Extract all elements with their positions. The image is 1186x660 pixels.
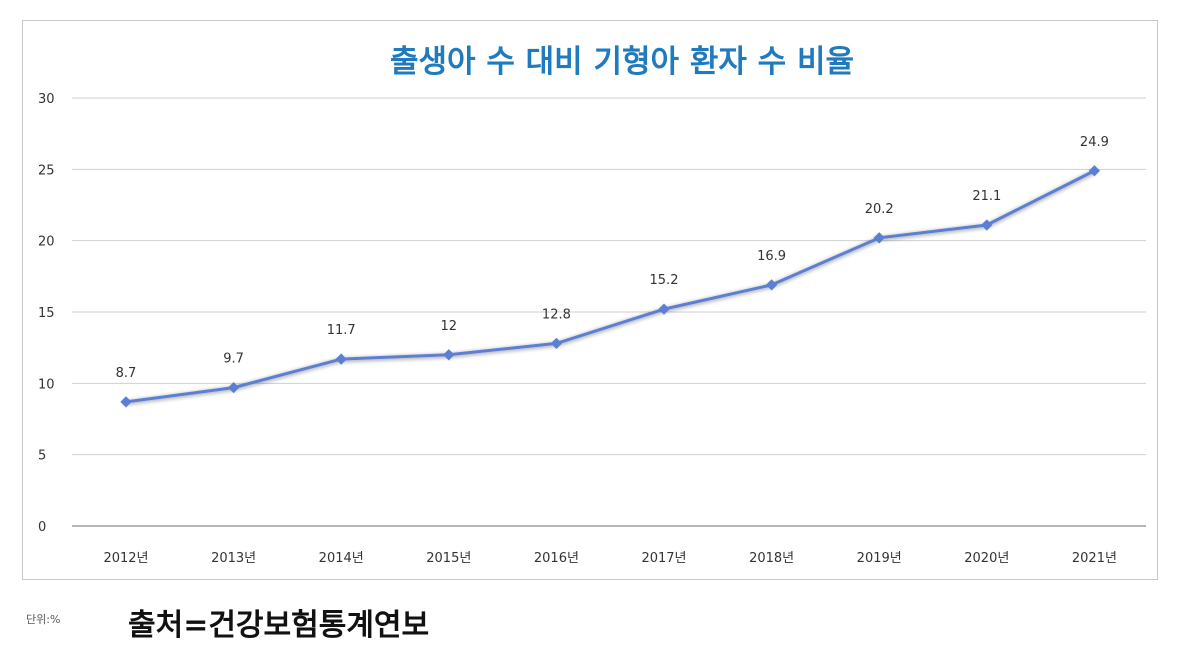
source-note: 출처=건강보험통계연보 [128,608,430,643]
data-label: 12 [441,319,458,334]
x-tick-label: 2021년 [1072,551,1117,566]
y-axis-layer: 0 5 10 15 20 25 30 [38,92,55,535]
series-line [124,169,1096,404]
data-label: 12.8 [542,307,571,322]
x-tick-label: 2019년 [857,551,902,566]
data-label: 24.9 [1080,135,1109,150]
data-label: 20.2 [865,202,894,217]
chart-title: 출생아 수 대비 기형아 환자 수 비율 [390,44,854,80]
x-tick-label: 2016년 [534,551,579,566]
series-layer [124,169,1096,404]
x-tick-label: 2013년 [211,551,256,566]
x-tick-label: 2020년 [964,551,1009,566]
point-layer [120,165,1101,408]
data-label: 9.7 [223,352,244,367]
grid-layer [72,97,1146,527]
data-point [1088,165,1101,177]
data-point [227,381,240,394]
data-label: 11.7 [327,323,356,338]
y-tick-label: 25 [38,163,55,178]
x-tick-label: 2015년 [426,551,471,566]
data-point [120,396,132,408]
y-tick-label: 15 [38,306,55,321]
y-tick-label: 30 [38,92,55,107]
data-point [335,353,347,365]
data-label: 16.9 [757,249,786,264]
data-point [873,232,885,244]
x-tick-label: 2017년 [641,551,686,566]
data-point [765,279,778,291]
unit-note: 단위:% [26,613,61,626]
x-tick-label: 2018년 [749,551,794,566]
data-label: 21.1 [972,189,1001,204]
data-label-layer: 8.7 9.7 11.7 12 12.8 15.2 16.9 20.2 21.1 24.9 [116,135,1109,381]
y-tick-label: 5 [38,449,46,464]
y-tick-label: 20 [38,235,55,250]
chart-frame [22,20,1158,580]
data-point [550,337,563,350]
y-tick-label: 0 [38,520,46,535]
x-tick-label: 2012년 [103,551,148,566]
data-label: 8.7 [116,366,137,381]
y-tick-label: 10 [38,377,55,392]
data-point [443,349,455,361]
data-point [981,219,993,231]
data-label: 15.2 [650,273,679,288]
data-point [658,303,670,315]
x-axis-layer: 2012년 2013년 2014년 2015년 2016년 2017년 2018년 2019년… [103,551,1116,566]
x-tick-label: 2014년 [319,551,364,566]
